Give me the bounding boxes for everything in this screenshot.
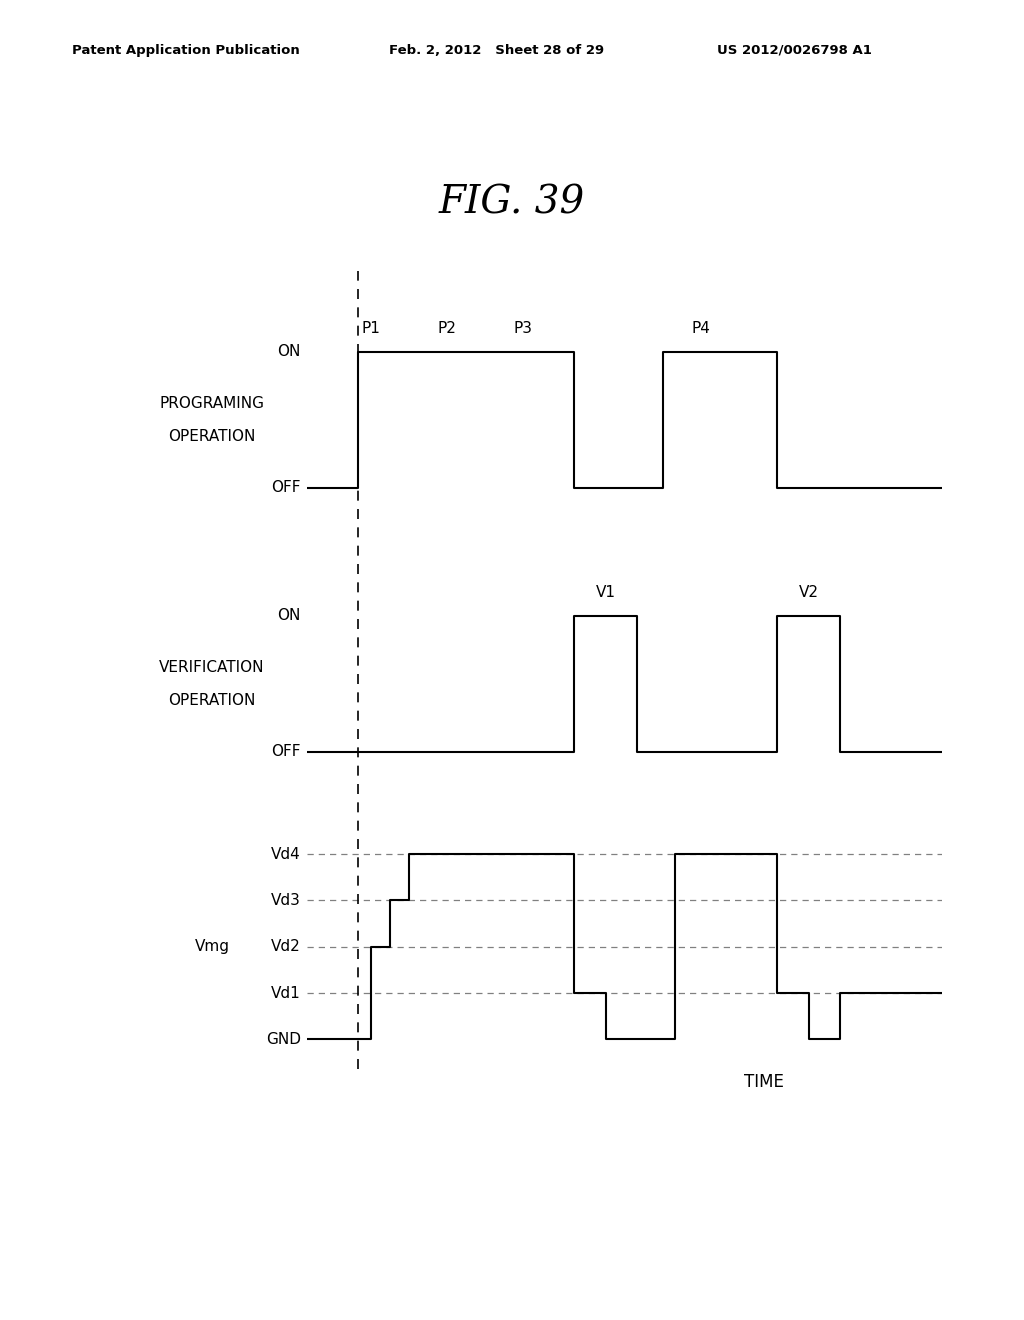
Text: ON: ON [278,345,301,359]
Text: Vd4: Vd4 [271,846,301,862]
Text: PROGRAMING: PROGRAMING [160,396,264,411]
Text: P4: P4 [691,321,711,335]
Text: Feb. 2, 2012   Sheet 28 of 29: Feb. 2, 2012 Sheet 28 of 29 [389,44,604,57]
Text: Patent Application Publication: Patent Application Publication [72,44,299,57]
Text: Vd3: Vd3 [271,894,301,908]
Text: OPERATION: OPERATION [168,693,256,708]
Text: Vd1: Vd1 [271,986,301,1001]
Text: ON: ON [278,609,301,623]
Text: V2: V2 [799,585,819,599]
Text: GND: GND [266,1032,301,1047]
Text: OFF: OFF [271,480,301,495]
Text: P2: P2 [437,321,457,335]
Text: P3: P3 [514,321,532,335]
Text: Vmg: Vmg [195,940,229,954]
Text: OFF: OFF [271,744,301,759]
Text: US 2012/0026798 A1: US 2012/0026798 A1 [717,44,871,57]
Text: VERIFICATION: VERIFICATION [159,660,265,675]
Text: Vd2: Vd2 [271,940,301,954]
Text: TIME: TIME [744,1073,784,1090]
Text: OPERATION: OPERATION [168,429,256,444]
Text: V1: V1 [596,585,615,599]
Text: FIG. 39: FIG. 39 [439,185,585,222]
Text: P1: P1 [361,321,380,335]
